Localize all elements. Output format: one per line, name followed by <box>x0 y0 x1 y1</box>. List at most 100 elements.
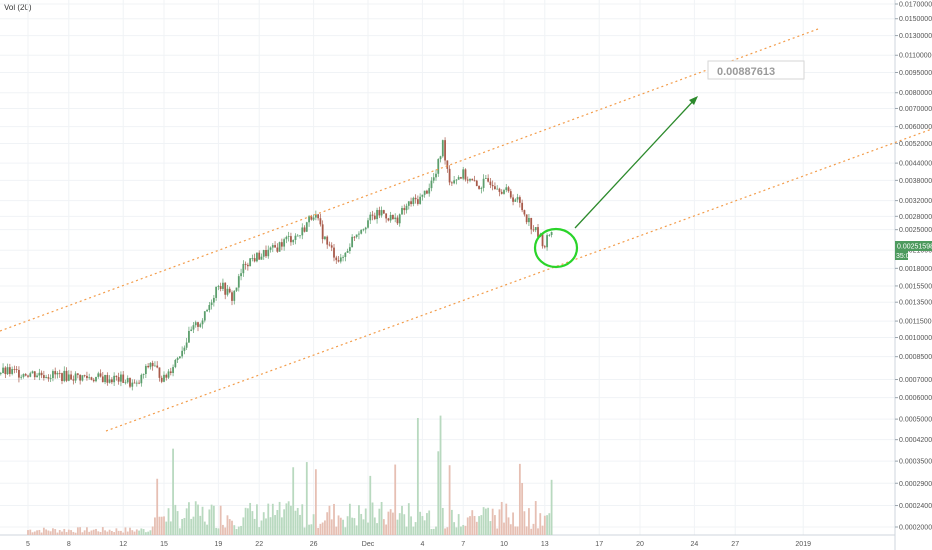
candle-body <box>462 169 465 179</box>
candle-body <box>167 371 170 378</box>
volume-bar <box>473 515 476 535</box>
volume-bar <box>290 505 292 535</box>
volume-bar <box>181 518 184 535</box>
volume-bar <box>63 528 66 535</box>
candle-body <box>487 178 490 182</box>
candle-body <box>192 325 195 330</box>
volume-bar <box>444 528 446 535</box>
candle-body <box>548 234 551 236</box>
volume-bar <box>382 519 385 535</box>
volume-bar <box>178 528 181 535</box>
candle-body <box>500 191 503 194</box>
candle-body <box>401 208 403 215</box>
candle-body <box>117 377 120 382</box>
candle-body <box>101 376 104 383</box>
target-price-label: 0.00887613 <box>717 66 775 78</box>
volume-bar <box>260 520 263 535</box>
volume-bar <box>484 508 487 535</box>
volume-bar <box>280 517 283 535</box>
candle-body <box>480 187 483 189</box>
candle-body <box>271 245 274 248</box>
candle-body <box>491 184 494 187</box>
volume-bar <box>99 531 102 535</box>
candle-body <box>120 374 122 382</box>
candle-body <box>27 375 29 377</box>
volume-bar <box>54 529 57 535</box>
volume-bar <box>117 530 120 535</box>
candle-body <box>219 286 222 289</box>
volume-bar <box>265 518 267 535</box>
volume-bar <box>358 505 360 535</box>
volume-bar <box>285 503 288 535</box>
volume-bar <box>525 526 528 535</box>
candle-body <box>113 375 116 383</box>
candle-body <box>369 214 372 221</box>
candle-body <box>421 194 424 197</box>
volume-bar <box>314 469 317 535</box>
candle-body <box>126 378 129 383</box>
volume-bar <box>430 528 433 535</box>
candle-body <box>484 178 487 179</box>
candle-body <box>450 182 453 184</box>
volume-bar <box>455 527 458 535</box>
candle-body <box>507 187 510 192</box>
volume-bar <box>106 531 109 535</box>
volume-bar <box>197 504 199 535</box>
candle-body <box>185 342 188 348</box>
candle-body <box>428 188 431 194</box>
volume-bar <box>394 464 397 535</box>
candle-body <box>475 180 478 187</box>
candle-body <box>188 330 190 343</box>
projection-arrow <box>574 97 697 229</box>
candle-body <box>267 249 270 257</box>
candle-body <box>160 377 163 382</box>
volume-bar <box>262 512 265 535</box>
candle-body <box>333 247 335 258</box>
candle-body <box>523 210 526 215</box>
volume-bar <box>312 514 315 535</box>
volume-bar <box>163 516 165 535</box>
volume-bar <box>324 520 326 535</box>
volume-bar <box>505 503 508 535</box>
candle-body <box>360 229 363 234</box>
candle-body <box>292 240 295 243</box>
volume-bar <box>335 526 338 535</box>
volume-bar <box>450 509 453 535</box>
volume-bar <box>271 503 274 535</box>
volume-bar <box>210 504 213 535</box>
candle-body <box>546 235 548 248</box>
highlight-circle <box>533 227 579 269</box>
candle-body <box>376 209 378 220</box>
candle-body <box>385 213 388 219</box>
candle-body <box>521 202 524 211</box>
candle-body <box>22 374 25 377</box>
volume-bar <box>172 448 174 535</box>
x-tick-label: 15 <box>160 541 168 548</box>
upper-channel-line <box>0 28 819 332</box>
candle-body <box>367 220 369 228</box>
candle-body <box>115 375 118 378</box>
volume-bar <box>371 502 374 535</box>
volume-bar <box>147 531 150 535</box>
candle-body <box>541 234 544 247</box>
candle-body <box>156 365 159 368</box>
volume-bar <box>61 531 63 535</box>
volume-bar <box>76 527 79 535</box>
volume-bar <box>154 517 156 535</box>
volume-bar <box>217 528 220 535</box>
candle-body <box>494 186 496 189</box>
volume-bar <box>435 526 437 535</box>
volume-bar <box>512 512 514 535</box>
volume-bar <box>389 509 392 535</box>
candle-body <box>358 233 360 235</box>
volume-bar <box>188 502 190 535</box>
candle-body <box>197 322 199 327</box>
candle-body <box>346 251 349 253</box>
candle-body <box>353 236 356 238</box>
candle-body <box>13 369 16 370</box>
volume-bar <box>432 528 435 535</box>
arrow-head <box>689 96 698 105</box>
